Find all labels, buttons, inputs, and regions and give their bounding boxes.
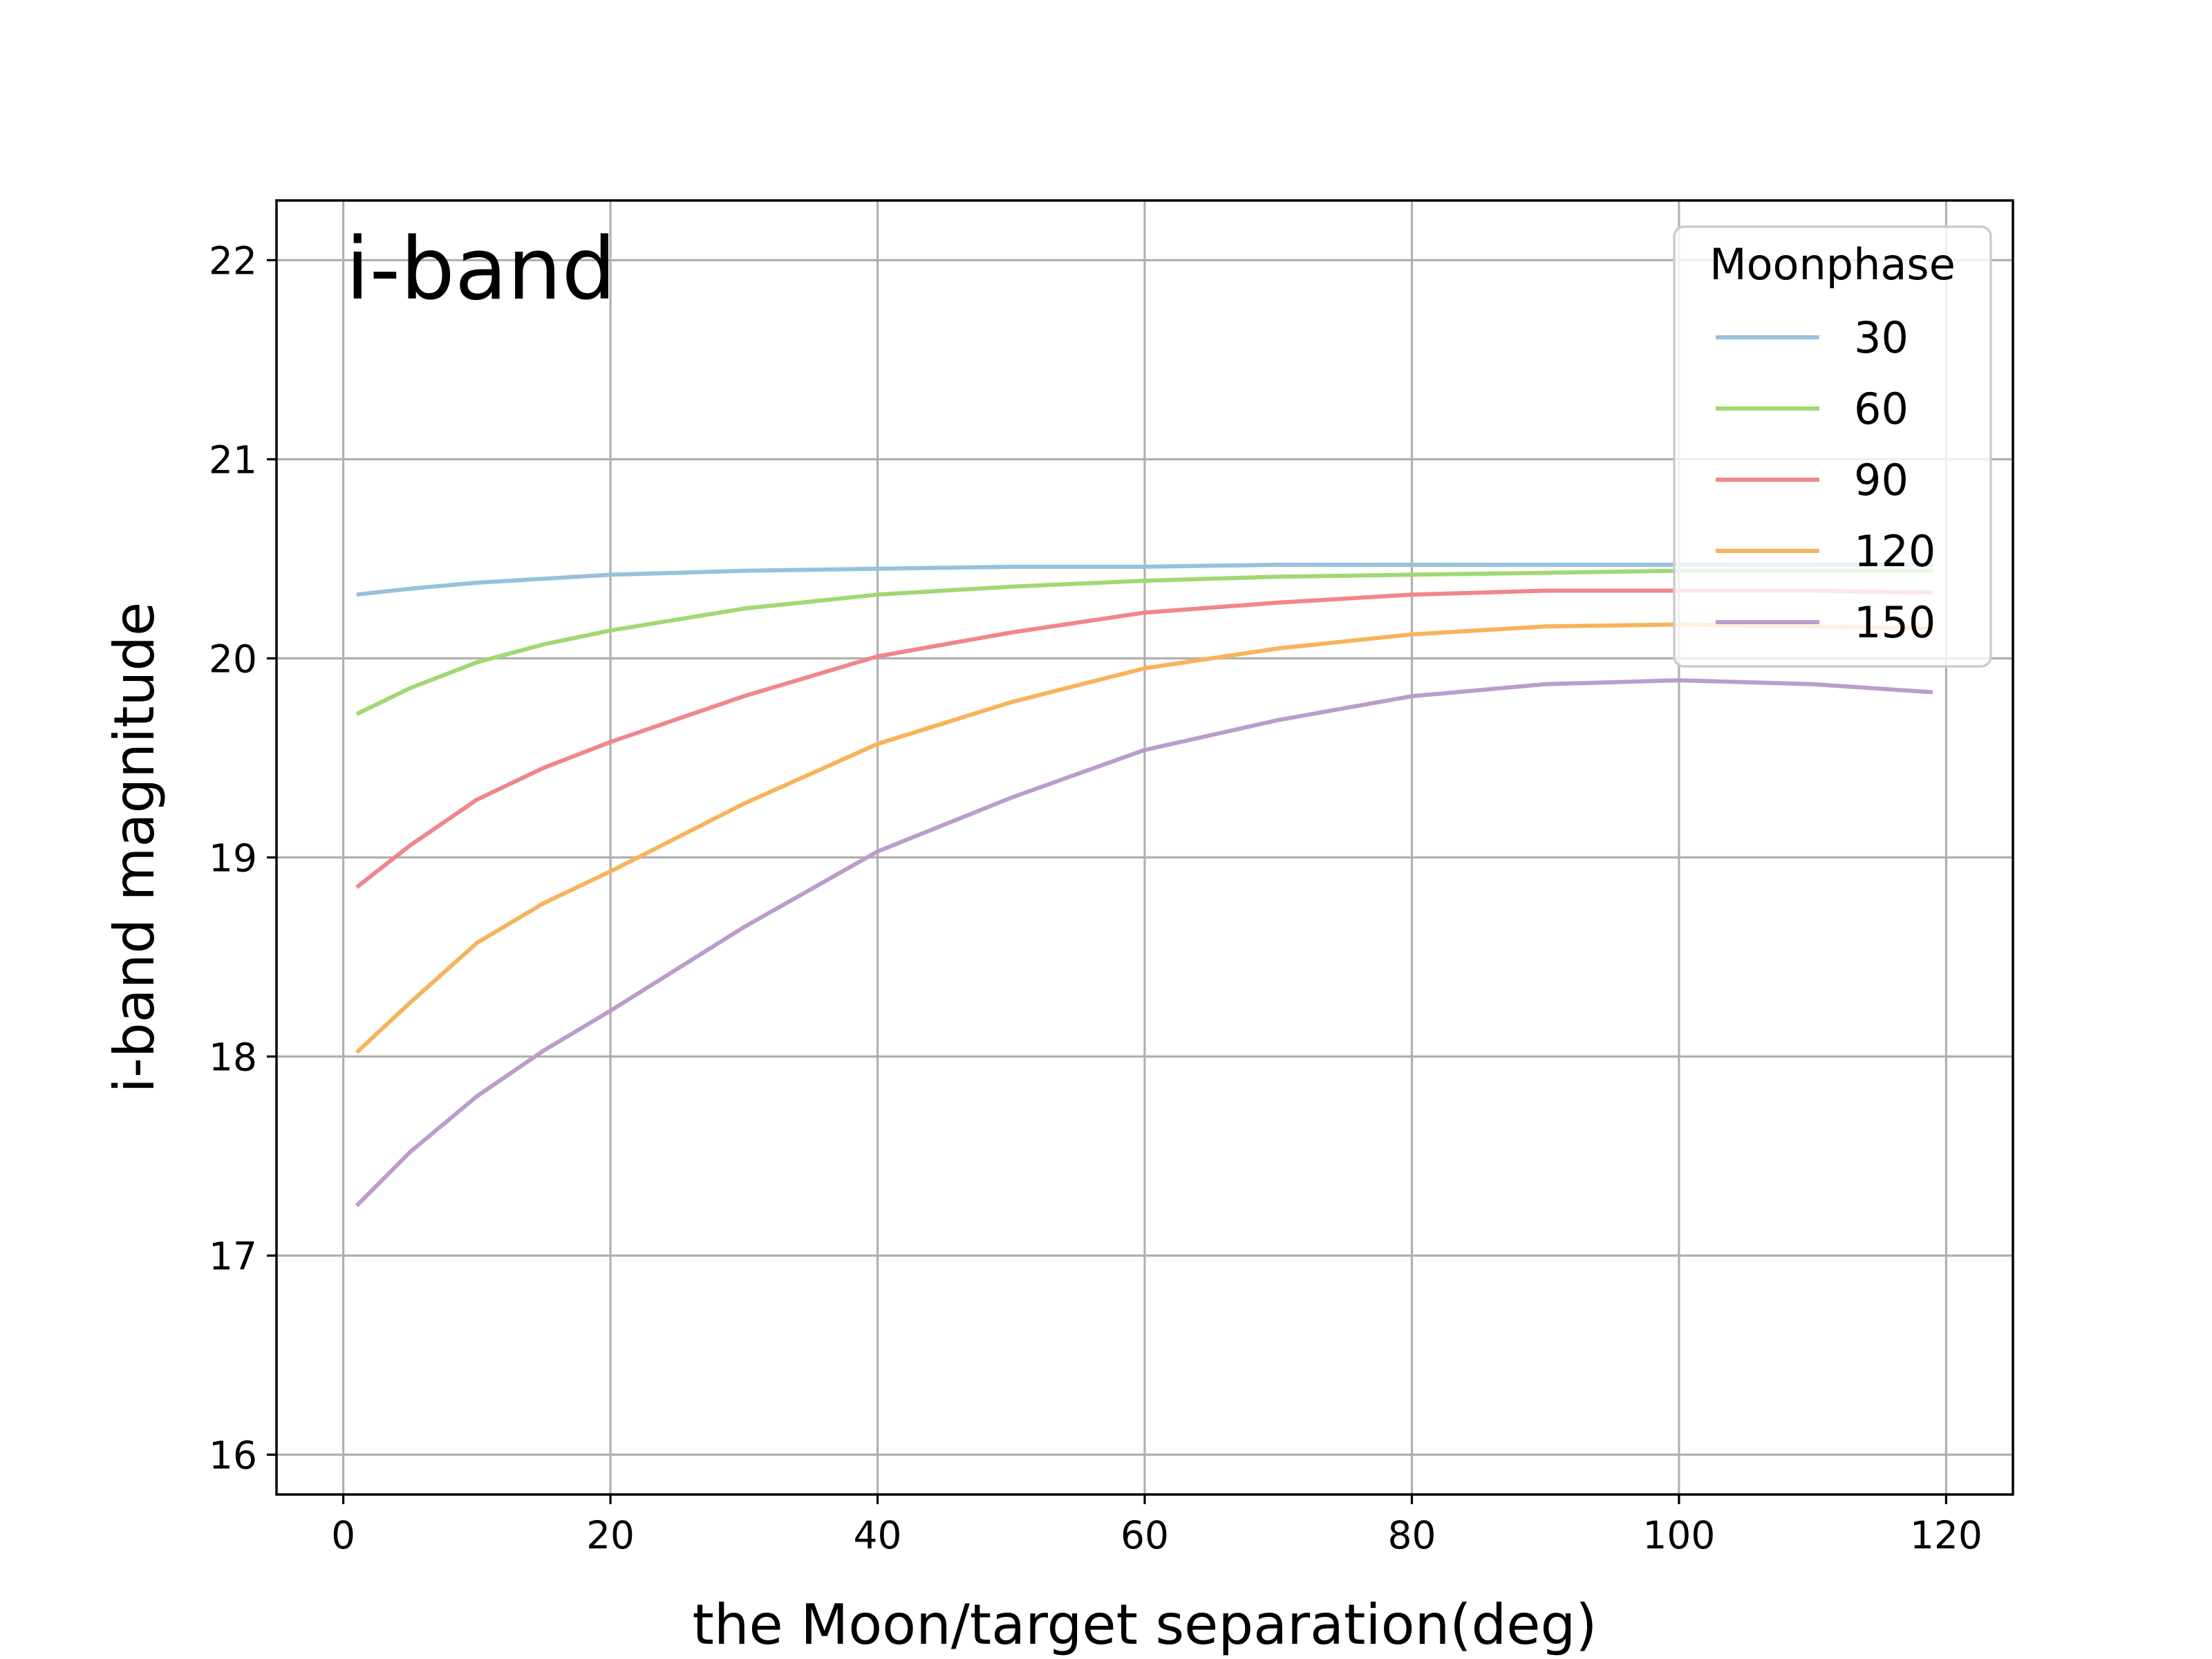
legend-label-90: 90: [1854, 455, 1909, 505]
y-tick-label: 19: [209, 836, 257, 880]
chart-annotation: i-band: [346, 220, 616, 319]
legend-label-120: 120: [1854, 526, 1936, 577]
y-tick-label: 20: [209, 637, 257, 681]
x-tick-label: 40: [854, 1513, 902, 1557]
legend-label-60: 60: [1854, 384, 1909, 434]
y-tick-label: 18: [209, 1035, 257, 1079]
x-tick-label: 120: [1910, 1513, 1983, 1557]
ticks: 0 20 40 60 80 100 120 16 17 18 19 20 21 22: [209, 238, 1983, 1557]
y-tick-label: 22: [209, 238, 257, 283]
legend[interactable]: Moonphase 30 60 90 120 150: [1673, 225, 1992, 668]
x-tick-label: 100: [1642, 1513, 1715, 1557]
x-tick-label: 20: [586, 1513, 635, 1557]
series-line-150: [355, 678, 1933, 1208]
legend-label-30: 30: [1854, 312, 1909, 363]
x-tick-label: 80: [1387, 1513, 1436, 1557]
series-line-30: [356, 563, 1933, 597]
y-tick-label: 17: [209, 1234, 257, 1278]
series-line-90: [355, 588, 1933, 889]
x-tick-label: 60: [1121, 1513, 1169, 1557]
legend-box: [1673, 225, 1992, 668]
x-axis-label: the Moon/target separation(deg): [692, 1593, 1597, 1657]
series-lines: [355, 563, 1933, 1208]
legend-entries: 30 60 90 120 150: [1716, 312, 1936, 648]
series-line-120: [355, 622, 1933, 1054]
y-tick-label: 16: [209, 1433, 257, 1477]
y-tick-label: 21: [209, 438, 257, 482]
grid: [276, 200, 2013, 1494]
y-axis-label: i-band magnitude: [102, 602, 167, 1094]
legend-label-150: 150: [1854, 597, 1936, 648]
series-line-60: [355, 568, 1933, 716]
legend-title: Moonphase: [1709, 239, 1956, 290]
x-tick-label: 0: [331, 1513, 355, 1557]
